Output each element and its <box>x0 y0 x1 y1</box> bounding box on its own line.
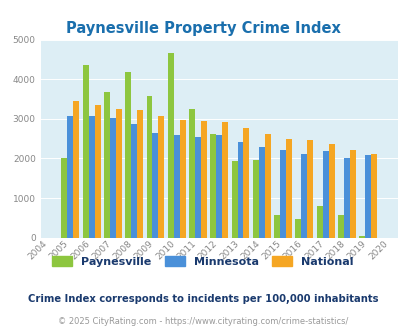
Bar <box>104 92 110 238</box>
Bar <box>110 117 115 238</box>
Bar <box>301 154 307 238</box>
Bar <box>137 110 143 238</box>
Text: Paynesville Property Crime Index: Paynesville Property Crime Index <box>65 21 340 36</box>
Bar <box>146 96 152 238</box>
Bar <box>264 134 270 238</box>
Bar <box>152 133 158 238</box>
Bar <box>307 140 313 238</box>
Bar <box>295 219 301 238</box>
Bar <box>173 135 179 238</box>
Bar <box>189 109 194 238</box>
Bar <box>343 158 349 238</box>
Bar <box>216 135 222 238</box>
Bar <box>370 154 376 238</box>
Bar <box>337 215 343 238</box>
Legend: Paynesville, Minnesota, National: Paynesville, Minnesota, National <box>52 256 353 267</box>
Bar <box>67 115 73 238</box>
Bar <box>316 206 322 238</box>
Bar <box>88 115 94 238</box>
Text: © 2025 CityRating.com - https://www.cityrating.com/crime-statistics/: © 2025 CityRating.com - https://www.city… <box>58 317 347 326</box>
Bar <box>73 101 79 238</box>
Bar <box>328 144 334 238</box>
Bar <box>61 158 67 238</box>
Bar <box>237 142 243 238</box>
Bar <box>273 215 279 238</box>
Bar <box>364 155 370 238</box>
Text: Crime Index corresponds to incidents per 100,000 inhabitants: Crime Index corresponds to incidents per… <box>28 294 377 304</box>
Bar <box>243 128 249 238</box>
Bar <box>200 121 207 238</box>
Bar <box>125 72 131 238</box>
Bar <box>210 134 216 238</box>
Bar <box>194 137 200 238</box>
Bar <box>94 105 100 238</box>
Bar <box>231 161 237 238</box>
Bar <box>131 124 137 238</box>
Bar <box>167 53 173 238</box>
Bar <box>279 150 285 238</box>
Bar <box>179 120 185 238</box>
Bar <box>158 116 164 238</box>
Bar <box>349 150 355 238</box>
Bar <box>358 236 364 238</box>
Bar <box>252 160 258 238</box>
Bar <box>83 65 88 238</box>
Bar <box>258 147 264 238</box>
Bar <box>285 139 291 238</box>
Bar <box>322 151 328 238</box>
Bar <box>222 122 228 238</box>
Bar <box>115 109 122 238</box>
